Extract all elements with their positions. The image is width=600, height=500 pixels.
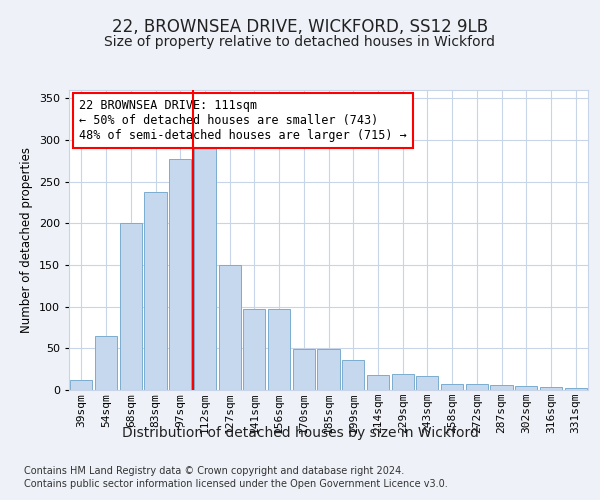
Bar [70,380,92,390]
Text: Distribution of detached houses by size in Wickford: Distribution of detached houses by size … [122,426,478,440]
Bar [95,336,117,390]
Text: 22 BROWNSEA DRIVE: 111sqm
← 50% of detached houses are smaller (743)
48% of semi: 22 BROWNSEA DRIVE: 111sqm ← 50% of detac… [79,99,407,142]
Bar [169,159,191,390]
Bar [540,386,562,390]
Bar [392,374,414,390]
Bar [145,192,167,390]
Text: 22, BROWNSEA DRIVE, WICKFORD, SS12 9LB: 22, BROWNSEA DRIVE, WICKFORD, SS12 9LB [112,18,488,36]
Bar [194,148,216,390]
Bar [268,309,290,390]
Text: Size of property relative to detached houses in Wickford: Size of property relative to detached ho… [104,35,496,49]
Bar [416,376,439,390]
Text: Contains HM Land Registry data © Crown copyright and database right 2024.: Contains HM Land Registry data © Crown c… [24,466,404,476]
Bar [119,224,142,390]
Bar [367,375,389,390]
Y-axis label: Number of detached properties: Number of detached properties [20,147,33,333]
Bar [515,386,538,390]
Bar [565,388,587,390]
Bar [317,349,340,390]
Bar [293,349,315,390]
Bar [218,265,241,390]
Bar [466,384,488,390]
Bar [441,384,463,390]
Bar [243,309,265,390]
Bar [490,385,512,390]
Text: Contains public sector information licensed under the Open Government Licence v3: Contains public sector information licen… [24,479,448,489]
Bar [342,360,364,390]
